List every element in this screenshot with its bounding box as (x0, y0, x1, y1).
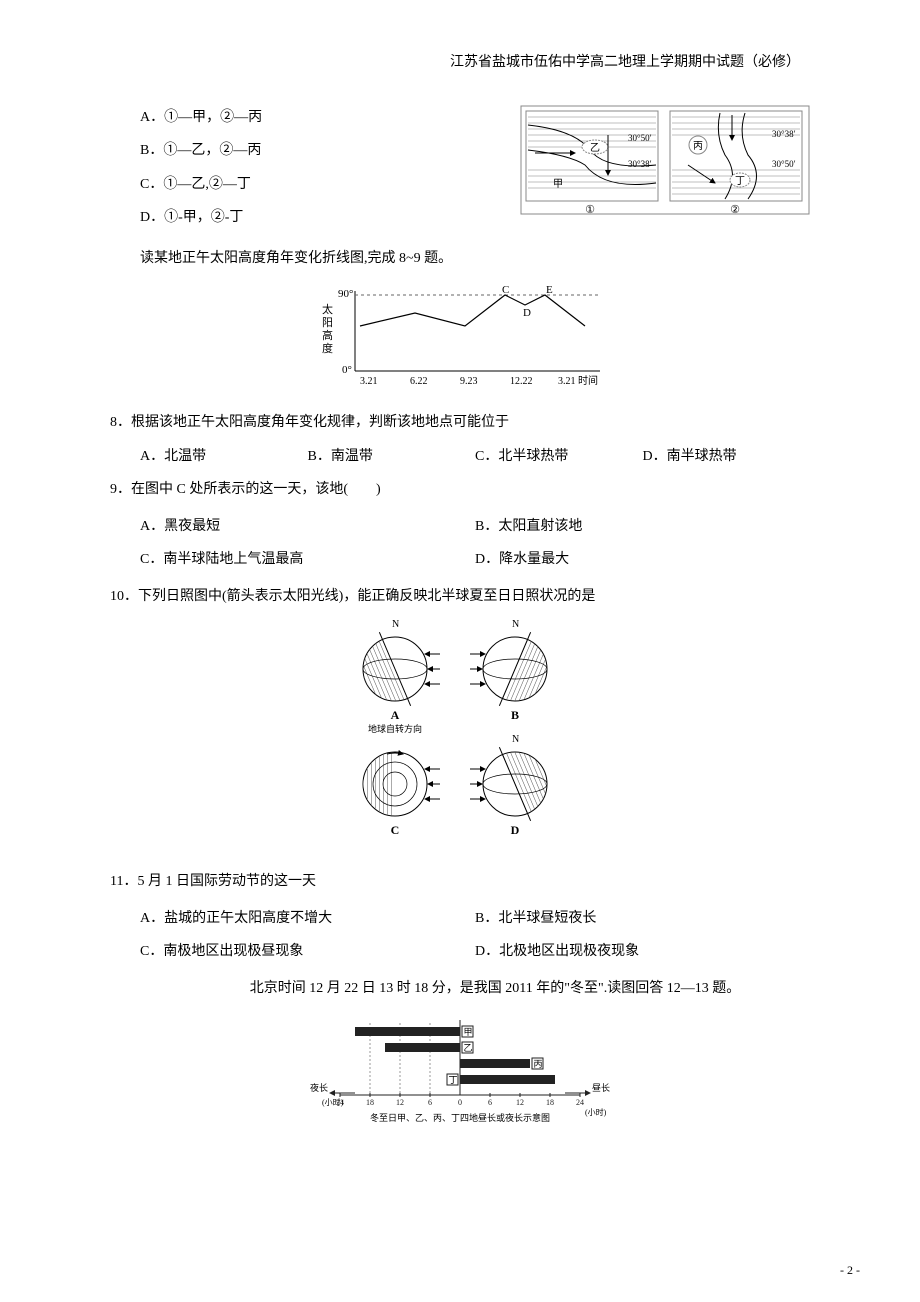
intro-89: 读某地正午太阳高度角年变化折线图,完成 8~9 题。 (110, 246, 810, 271)
svg-text:乙: 乙 (463, 1043, 472, 1053)
q9-opt-a: A．黑夜最短 (140, 514, 475, 539)
intro-1213: 北京时间 12 月 22 日 13 时 18 分，是我国 2011 年的"冬至"… (110, 976, 810, 1001)
q9-opt-d: D．降水量最大 (475, 547, 810, 572)
q11-options: A．盐城的正午太阳高度不增大 B．北半球昼短夜长 C．南极地区出现极昼现象 D．… (110, 902, 810, 968)
svg-text:丁: 丁 (448, 1075, 457, 1085)
fig7-left-yi: 乙 (590, 142, 600, 154)
fig7-l-top: 30°50′ (628, 133, 652, 143)
fig1213-unit-r: (小时) (585, 1107, 607, 1117)
q10-A-N: N (392, 619, 399, 630)
svg-text:18: 18 (366, 1098, 374, 1107)
fig89-x0: 3.21 (360, 376, 378, 387)
fig89-x1: 6.22 (410, 376, 428, 387)
fig7-r-bot: 30°50′ (772, 159, 796, 169)
fig7-l-bot: 30°38′ (628, 159, 652, 169)
fig7-right-ding: 丁 (735, 176, 745, 187)
fig1213-left-label: 夜长 (310, 1082, 328, 1093)
figure-89: 90° 0° 太 阳 高 度 3.21 6.22 9.23 12.22 3.21… (110, 281, 810, 400)
q9-options: A．黑夜最短 B．太阳直射该地 C．南半球陆地上气温最高 D．降水量最大 (110, 510, 810, 576)
figure-q10: N A 地球自转方向 N B C N D (110, 619, 810, 858)
fig89-x2: 9.23 (460, 376, 478, 387)
svg-text:18: 18 (546, 1098, 554, 1107)
q11-opt-c: C．南极地区出现极昼现象 (140, 939, 475, 964)
fig89-ymin: 0° (342, 364, 352, 376)
q10-label-b: B (511, 708, 519, 722)
q10-stem: 10．下列日照图中(箭头表示太阳光线)，能正确反映北半球夏至日日照状况的是 (110, 584, 810, 609)
fig89-D: D (523, 307, 531, 319)
fig7-r-label: ② (730, 204, 740, 215)
q8-opt-c: C．北半球热带 (475, 444, 643, 469)
page-header: 江苏省盐城市伍佑中学高二地理上学期期中试题（必修） (110, 50, 810, 75)
q8-options: A．北温带 B．南温带 C．北半球热带 D．南半球热带 (110, 444, 810, 469)
fig7-r-top: 30°38′ (772, 129, 796, 139)
q8-opt-d: D．南半球热带 (643, 444, 811, 469)
q11-opt-d: D．北极地区出现极夜现象 (475, 939, 810, 964)
fig89-x4: 3.21 时间 (558, 374, 598, 387)
fig89-E: E (546, 284, 553, 296)
fig89-yl4: 度 (322, 341, 333, 355)
svg-text:12: 12 (516, 1098, 524, 1107)
fig7-l-label: ① (585, 204, 595, 215)
svg-text:丙: 丙 (533, 1059, 542, 1069)
fig7-right-bing: 丙 (693, 141, 703, 152)
q10-label-c: C (391, 823, 400, 837)
fig89-yl2: 阳 (322, 316, 333, 329)
svg-text:6: 6 (428, 1098, 432, 1107)
fig89-C: C (502, 284, 509, 296)
fig89-yl3: 高 (322, 328, 333, 342)
svg-text:6: 6 (488, 1098, 492, 1107)
q11-opt-a: A．盐城的正午太阳高度不增大 (140, 906, 475, 931)
fig7-left-jia: 甲 (553, 179, 563, 190)
svg-text:甲: 甲 (463, 1027, 472, 1037)
fig89-ymax: 90° (338, 288, 353, 300)
q11-stem: 11．5 月 1 日国际劳动节的这一天 (110, 869, 810, 894)
q9-stem: 9．在图中 C 处所表示的这一天，该地( ) (110, 477, 810, 502)
svg-text:24: 24 (576, 1098, 584, 1107)
svg-text:12: 12 (396, 1098, 404, 1107)
fig89-yl1: 太 (322, 303, 333, 316)
q11-opt-b: B．北半球昼短夜长 (475, 906, 810, 931)
figure-1213: 24 18 12 6 0 6 12 18 24 甲 乙 丙 丁 夜长 昼长 (小… (110, 1015, 810, 1134)
q10-D-N: N (512, 734, 519, 745)
figure-q7: 乙 甲 30°50′ 30°38′ ① 丙 丁 30°38′ 30°50′ ② (520, 105, 810, 224)
q10-label-d: D (511, 823, 520, 837)
svg-text:0: 0 (458, 1098, 462, 1107)
fig1213-unit-l: (小时) (322, 1097, 344, 1107)
q8-opt-b: B．南温带 (308, 444, 476, 469)
q9-opt-b: B．太阳直射该地 (475, 514, 810, 539)
q10-B-N: N (512, 619, 519, 630)
q9-opt-c: C．南半球陆地上气温最高 (140, 547, 475, 572)
q10-label-a: A (391, 708, 400, 722)
page-number: - 2 - (840, 1260, 860, 1282)
fig89-x3: 12.22 (510, 376, 533, 387)
q10-caption-a: 地球自转方向 (368, 723, 422, 734)
fig1213-right-label: 昼长 (592, 1082, 610, 1093)
q8-stem: 8．根据该地正午太阳高度角年变化规律，判断该地地点可能位于 (110, 410, 810, 435)
fig1213-caption: 冬至日甲、乙、丙、丁四地昼长或夜长示意图 (370, 1112, 550, 1123)
q8-opt-a: A．北温带 (140, 444, 308, 469)
